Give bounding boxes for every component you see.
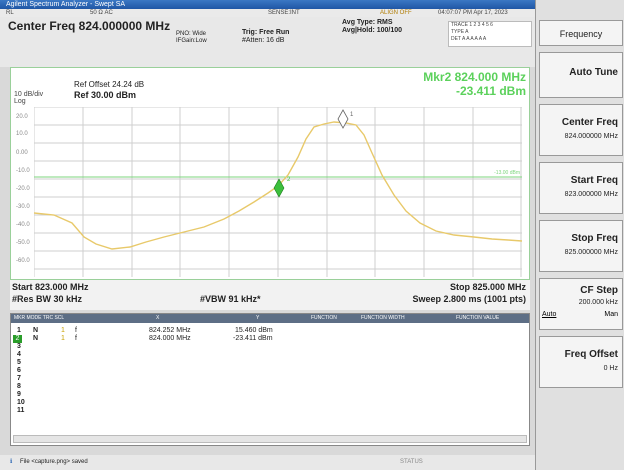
stop-freq: Stop 825.000 MHz bbox=[449, 282, 526, 292]
menu-title: Frequency bbox=[539, 20, 623, 46]
window-title: Agilent Spectrum Analyzer - Swept SA bbox=[0, 0, 535, 9]
start-freq-button[interactable]: Start Freq 823.000000 MHz bbox=[539, 162, 623, 214]
table-row[interactable]: 6 bbox=[17, 367, 21, 374]
y-tick: -30.0 bbox=[16, 204, 30, 210]
table-header: MKR MODE TRC SCL X Y FUNCTION FUNCTION W… bbox=[11, 314, 529, 323]
res-bw: #Res BW 30 kHz bbox=[12, 294, 83, 304]
table-row[interactable]: 11 bbox=[17, 407, 25, 414]
average-setting: Avg Type: RMS Avg|Hold: 100/100 bbox=[342, 19, 403, 34]
align-warning: ALIGN OFF bbox=[380, 10, 412, 16]
table-row[interactable]: 7 bbox=[17, 375, 21, 382]
freq-offset-button[interactable]: Freq Offset 0 Hz bbox=[539, 336, 623, 388]
cf-step-button[interactable]: CF Step 200.000 kHz Auto Man bbox=[539, 278, 623, 330]
auto-tune-button[interactable]: Auto Tune bbox=[539, 52, 623, 98]
ref-offset: Ref Offset 24.24 dB bbox=[74, 80, 145, 89]
marker-2-diamond bbox=[273, 178, 285, 198]
y-tick: -40.0 bbox=[16, 222, 30, 228]
scale-label: 10 dB/div Log bbox=[14, 91, 44, 105]
y-tick: -60.0 bbox=[16, 258, 30, 264]
center-freq-readout[interactable]: Center Freq 824.000000 MHz bbox=[8, 19, 171, 33]
softkey-panel: Frequency Auto Tune Center Freq 824.0000… bbox=[535, 0, 624, 470]
settings-header: Center Freq 824.000000 MHz PNO: Wide IFG… bbox=[0, 17, 535, 67]
stop-freq-button[interactable]: Stop Freq 825.000000 MHz bbox=[539, 220, 623, 272]
svg-text:1: 1 bbox=[350, 112, 354, 118]
trace-graph: -13.00 dBm 2 1 bbox=[34, 107, 522, 277]
cf-step-man[interactable]: Man bbox=[604, 311, 618, 318]
marker-1-diamond bbox=[337, 109, 349, 129]
table-row[interactable]: 3 bbox=[17, 343, 21, 350]
plot-footer: Start 823.000 MHz #Res BW 30 kHz #VBW 91… bbox=[10, 280, 530, 310]
start-freq: Start 823.000 MHz bbox=[12, 282, 89, 292]
datetime: 04:07:07 PM Apr 17, 2023 bbox=[438, 10, 508, 16]
table-row[interactable]: 9 bbox=[17, 391, 21, 398]
y-tick: 10.0 bbox=[16, 131, 28, 137]
table-row[interactable]: 2 N 1 f 824.000 MHz -23.411 dBm bbox=[11, 335, 529, 343]
table-row[interactable]: 5 bbox=[17, 359, 21, 366]
table-row[interactable]: 1 N 1 f 824.252 MHz 15.460 dBm bbox=[17, 327, 273, 334]
threshold-label: -13.00 dBm bbox=[494, 170, 520, 176]
table-row[interactable]: 8 bbox=[17, 383, 21, 390]
rf-indicator: RL bbox=[6, 10, 14, 16]
y-tick: 0.00 bbox=[16, 150, 28, 156]
y-tick: 20.0 bbox=[16, 114, 28, 120]
trace-legend: TRACE 1 2 3 4 5 6 TYPE A DET A A A A A A bbox=[448, 21, 532, 47]
center-freq-button[interactable]: Center Freq 824.000000 MHz bbox=[539, 104, 623, 156]
scrollbar[interactable] bbox=[13, 435, 527, 443]
sense-indicator: SENSE:INT bbox=[268, 10, 300, 16]
cf-step-auto[interactable]: Auto bbox=[542, 311, 557, 318]
table-row[interactable]: 4 bbox=[17, 351, 21, 358]
svg-text:2: 2 bbox=[287, 177, 291, 183]
sweep-time: Sweep 2.800 ms (1001 pts) bbox=[412, 294, 526, 304]
status-message: File <capture.png> saved bbox=[20, 459, 88, 465]
y-tick: -10.0 bbox=[16, 168, 30, 174]
info-icon: ℹ bbox=[10, 459, 13, 465]
y-tick: -50.0 bbox=[16, 240, 30, 246]
ref-level: Ref 30.00 dBm bbox=[74, 90, 137, 100]
vbw: #VBW 91 kHz* bbox=[200, 294, 261, 304]
y-tick: -20.0 bbox=[16, 186, 30, 192]
trigger-setting: Trig: Free Run #Atten: 16 dB bbox=[242, 29, 290, 44]
spectrum-trace bbox=[34, 121, 522, 250]
marker-readout: Mkr2 824.000 MHz -23.411 dBm bbox=[423, 70, 526, 98]
table-row[interactable]: 10 bbox=[17, 399, 25, 406]
pno-setting: PNO: Wide IFGain:Low bbox=[176, 31, 207, 44]
coupling-indicator: 50 Ω AC bbox=[90, 10, 113, 16]
marker-table[interactable]: MKR MODE TRC SCL X Y FUNCTION FUNCTION W… bbox=[10, 313, 530, 446]
bottom-status-bar: ℹ File <capture.png> saved STATUS bbox=[0, 455, 535, 470]
status-label: STATUS bbox=[400, 459, 423, 465]
